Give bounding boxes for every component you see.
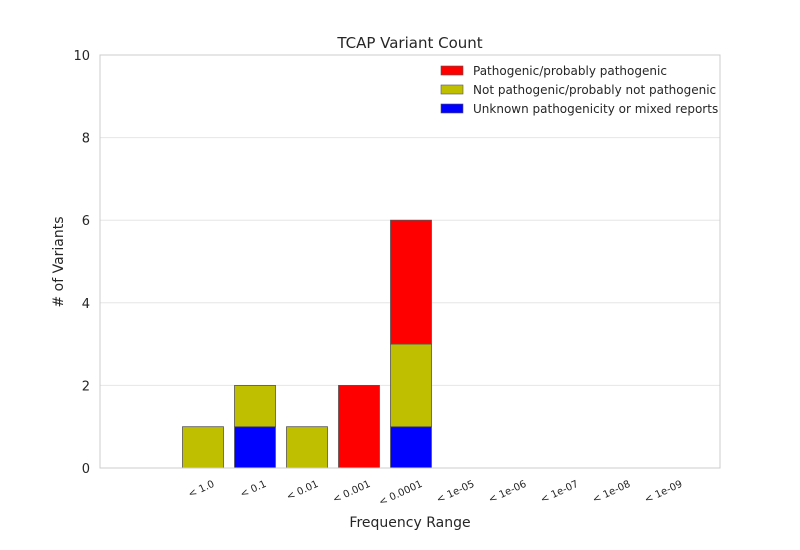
bars [182,219,432,469]
y-tick-label: 4 [82,297,90,312]
y-tick-label: 2 [82,379,90,394]
y-tick-label: 8 [82,132,90,147]
legend-label: Not pathogenic/probably not pathogenic [473,83,716,97]
x-tick-label: < 0.01 [285,479,320,503]
legend-swatch [440,65,464,76]
legend-label: Unknown pathogenicity or mixed reports [473,102,718,116]
bar-segment [390,219,432,345]
x-tick-label: < 1e-06 [487,479,528,506]
x-tick-labels: < 1.0 < 0.1 < 0.01 < 0.001 < 0.0001 < 1e-05 < … [187,479,685,509]
chart-title: TCAP Variant Count [336,34,482,52]
bar-segment [390,343,432,428]
x-tick-label: < 1e-09 [643,479,684,506]
bar-segment [286,426,328,469]
legend-swatch [440,84,464,95]
y-tick-label: 0 [82,462,90,477]
x-tick-label: < 1e-05 [435,479,476,506]
x-tick-label: < 0.001 [331,479,372,506]
x-tick-label: < 1e-08 [591,479,632,506]
legend: Pathogenic/probably pathogenic Not pathog… [440,64,718,116]
y-tick-label: 6 [82,214,90,229]
bar-segment [234,426,276,469]
y-axis-label: # of Variants [51,216,67,307]
legend-swatch [440,103,464,114]
x-tick-label: < 1e-07 [539,479,580,506]
bar-segment [338,384,380,469]
plot-frame [99,54,721,469]
legend-label: Pathogenic/probably pathogenic [473,64,667,78]
bar-segment [390,426,432,469]
x-tick-label: < 0.0001 [377,479,424,509]
bar-segment [234,384,276,428]
y-tick-label: 10 [73,49,90,64]
y-tick-labels: 0 2 4 6 8 10 [73,49,90,477]
x-tick-label: < 0.1 [239,479,269,501]
bar-segment [182,426,224,469]
x-axis-label: Frequency Range [349,515,470,531]
x-tick-label: < 1.0 [187,479,217,501]
